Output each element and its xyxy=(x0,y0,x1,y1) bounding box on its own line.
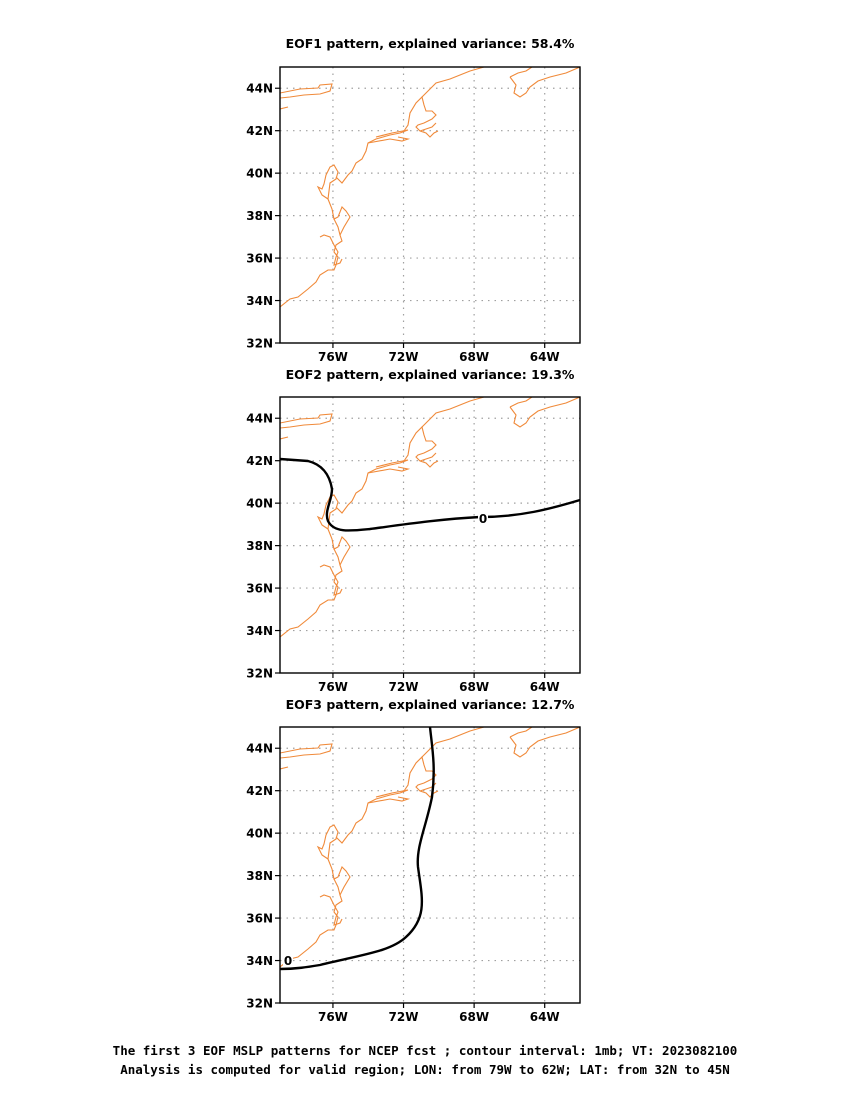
lon-tick-label: 64W xyxy=(530,1010,560,1024)
lat-tick-label: 36N xyxy=(246,582,273,596)
lat-tick-label: 40N xyxy=(246,497,273,511)
zero-contour xyxy=(280,457,580,532)
zero-contour xyxy=(280,727,435,971)
lat-tick-label: 38N xyxy=(246,869,273,883)
lon-tick-label: 68W xyxy=(459,1010,489,1024)
contour-label: 0 xyxy=(479,512,487,526)
lon-tick-label: 76W xyxy=(318,1010,348,1024)
lat-tick-label: 42N xyxy=(246,124,273,138)
lon-tick-label: 76W xyxy=(318,680,348,694)
coastline xyxy=(280,727,580,971)
lat-tick-label: 32N xyxy=(246,337,273,351)
lat-tick-label: 42N xyxy=(246,784,273,798)
lat-tick-label: 38N xyxy=(246,209,273,223)
panel-3-title: EOF3 pattern, explained variance: 12.7% xyxy=(285,697,575,712)
panel-1-title: EOF1 pattern, explained variance: 58.4% xyxy=(285,36,575,51)
coastline xyxy=(280,67,580,308)
lon-tick-label: 68W xyxy=(459,350,489,364)
lat-tick-label: 38N xyxy=(246,539,273,553)
lon-tick-label: 64W xyxy=(530,680,560,694)
eof-panel-3: 0 44N 42N 40N 38N 36N 34N 32N 76W 72W 68W 64W xyxy=(246,726,581,1024)
map-frame xyxy=(279,396,581,674)
panel-2-title: EOF2 pattern, explained variance: 19.3% xyxy=(285,367,575,382)
eof-panel-1: 44N 42N 40N 38N 36N 34N 32N 76W 72W 68W 64W xyxy=(246,66,581,364)
lon-tick-label: 64W xyxy=(530,350,560,364)
footer-line-2: Analysis is computed for valid region; L… xyxy=(120,1062,730,1077)
lat-tick-label: 36N xyxy=(246,252,273,266)
contour-label: 0 xyxy=(284,954,292,968)
lon-tick-label: 72W xyxy=(389,350,419,364)
lon-tick-label: 72W xyxy=(389,680,419,694)
lat-tick-label: 40N xyxy=(246,167,273,181)
lat-tick-label: 44N xyxy=(246,82,273,96)
lat-tick-label: 32N xyxy=(246,667,273,681)
eof-panel-2: 0 44N 42N 40N 38N 36N 34N 32N 76W 72W 68W 64W xyxy=(246,396,581,694)
lon-tick-label: 68W xyxy=(459,680,489,694)
map-frame xyxy=(279,726,581,1004)
lon-tick-label: 76W xyxy=(318,350,348,364)
coastline xyxy=(280,397,580,638)
lat-tick-label: 44N xyxy=(246,742,273,756)
map-frame xyxy=(279,66,581,344)
lat-tick-label: 34N xyxy=(246,624,273,638)
lat-tick-label: 34N xyxy=(246,294,273,308)
lon-tick-label: 72W xyxy=(389,1010,419,1024)
lat-tick-label: 40N xyxy=(246,827,273,841)
footer-line-1: The first 3 EOF MSLP patterns for NCEP f… xyxy=(112,1043,738,1058)
eof-maps: 44N 42N 40N 38N 36N 34N 32N 76W 72W 68W 64W 0 44N 42N… xyxy=(246,66,581,1024)
lat-tick-label: 34N xyxy=(246,954,273,968)
lat-tick-label: 36N xyxy=(246,912,273,926)
lat-tick-label: 42N xyxy=(246,454,273,468)
lat-tick-label: 44N xyxy=(246,412,273,426)
lat-tick-label: 32N xyxy=(246,997,273,1011)
